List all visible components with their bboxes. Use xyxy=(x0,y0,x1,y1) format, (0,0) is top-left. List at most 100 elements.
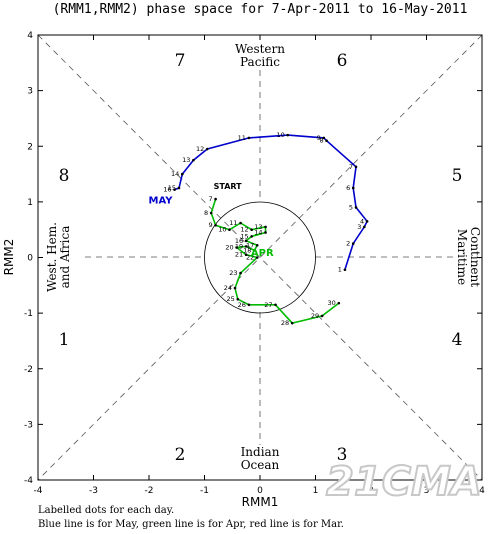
data-point-label: 9 xyxy=(317,134,321,142)
data-point-label: 16 xyxy=(163,186,171,194)
data-point-label: 16 xyxy=(235,237,243,245)
data-point-label: 23 xyxy=(229,269,237,277)
data-point-label: 14 xyxy=(254,228,262,236)
data-point-label: 7 xyxy=(208,195,212,203)
data-point xyxy=(351,186,355,190)
data-point-label: 13 xyxy=(254,223,262,231)
data-point xyxy=(343,268,347,272)
data-point-label: 12 xyxy=(240,226,248,234)
y-axis-label: RMM2 xyxy=(2,239,16,276)
start-label: START xyxy=(214,182,243,191)
data-point-label: 6 xyxy=(346,184,350,192)
data-point xyxy=(244,253,248,257)
y-tick-label: -1 xyxy=(24,309,33,319)
diagonal-line-nw-se xyxy=(37,34,483,481)
phase-8-label: 8 xyxy=(59,166,70,186)
data-point xyxy=(247,303,251,307)
data-point xyxy=(354,165,358,169)
y-tick-label: 0 xyxy=(27,254,33,264)
region-maritime: Maritime xyxy=(455,229,469,285)
region-continent: Continent xyxy=(468,227,482,287)
region-west-hem: West. Hem. xyxy=(45,222,59,292)
data-point xyxy=(264,225,267,229)
data-point-label: 14 xyxy=(171,170,179,178)
data-point-label: 3 xyxy=(357,223,361,231)
region-western: Western xyxy=(235,42,285,56)
phase-2-label: 2 xyxy=(175,445,186,465)
data-point-label: 2 xyxy=(346,240,350,248)
data-point-label: 28 xyxy=(281,319,289,327)
data-point-label: 15 xyxy=(240,232,248,240)
data-point xyxy=(244,239,248,243)
data-point xyxy=(255,243,259,247)
footnote-line-1: Labelled dots for each day. xyxy=(38,505,175,516)
data-point-label: 15 xyxy=(168,184,176,192)
data-point xyxy=(274,303,277,307)
data-point-label: 13 xyxy=(182,156,190,164)
data-point-label: 10 xyxy=(276,131,284,139)
data-point xyxy=(205,147,209,151)
data-point xyxy=(214,197,217,201)
guide-lines xyxy=(37,34,483,481)
data-point xyxy=(250,228,253,231)
series-name-label: APR xyxy=(251,248,274,259)
x-tick-label: 1 xyxy=(313,486,319,496)
data-point xyxy=(239,271,242,275)
data-point xyxy=(214,223,217,227)
data-point xyxy=(250,235,253,238)
data-point xyxy=(192,158,195,162)
watermark: 21CMA xyxy=(326,459,482,505)
data-point xyxy=(247,136,251,140)
data-point xyxy=(228,228,231,231)
data-point-label: 22 xyxy=(246,254,254,262)
phase-6-label: 6 xyxy=(337,51,348,71)
data-point xyxy=(325,139,328,142)
phase-1-label: 1 xyxy=(59,330,70,350)
x-tick-label: 0 xyxy=(257,486,263,496)
data-point xyxy=(290,321,294,325)
y-tick-label: -2 xyxy=(24,365,33,375)
footnote-line-2: Blue line is for May, green line is for … xyxy=(38,519,344,530)
data-point-label: 27 xyxy=(264,301,272,309)
phase-4-label: 4 xyxy=(452,330,463,350)
data-point xyxy=(351,242,355,245)
data-point xyxy=(337,301,341,305)
data-point xyxy=(244,245,248,248)
data-point xyxy=(236,297,240,301)
data-point xyxy=(235,246,238,249)
data-point-label: 5 xyxy=(349,203,353,211)
data-point xyxy=(255,256,259,259)
data-point-label: 26 xyxy=(238,301,246,309)
data-point xyxy=(286,133,290,137)
region-labels: Western Pacific Indian Ocean West. Hem. … xyxy=(45,42,482,472)
data-point-label: 8 xyxy=(319,137,323,145)
data-point-label: 30 xyxy=(328,299,336,307)
data-point xyxy=(233,286,237,290)
data-point xyxy=(264,231,267,234)
x-tick-label: 4 xyxy=(479,486,485,496)
data-point-label: 9 xyxy=(208,221,212,229)
data-point-label: 17 xyxy=(246,241,254,249)
x-tick-label: -3 xyxy=(89,486,98,496)
x-axis-label: RMM1 xyxy=(242,495,279,509)
data-point xyxy=(173,188,176,191)
data-point-label: 25 xyxy=(227,295,235,303)
phase-7-label: 7 xyxy=(175,51,186,71)
phase-5-label: 5 xyxy=(452,166,463,186)
region-ocean: Ocean xyxy=(241,458,280,472)
data-point-label: 21 xyxy=(235,251,243,259)
x-tick-label: -1 xyxy=(200,486,209,496)
y-tick-label: 1 xyxy=(27,198,33,208)
data-point-label: 29 xyxy=(311,312,319,320)
data-point-label: 19 xyxy=(235,242,243,250)
unit-circle xyxy=(204,201,316,314)
y-tick-label: -3 xyxy=(24,420,33,430)
data-point-label: 12 xyxy=(196,145,204,153)
data-point xyxy=(253,248,256,252)
y-tick-label: 2 xyxy=(27,142,33,152)
